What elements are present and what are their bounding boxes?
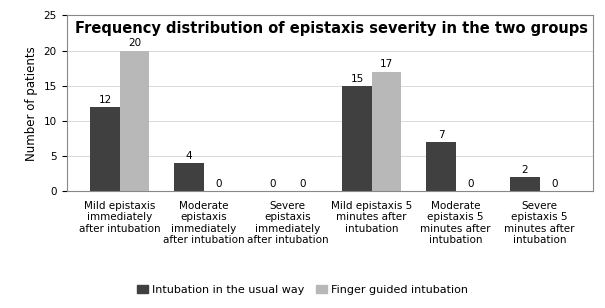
Text: 4: 4 <box>186 151 192 161</box>
Bar <box>510 177 540 191</box>
Bar <box>174 163 204 191</box>
Text: 0: 0 <box>467 179 474 189</box>
Bar <box>91 107 120 191</box>
Text: 17: 17 <box>380 59 393 70</box>
Bar <box>342 86 371 191</box>
Text: 0: 0 <box>299 179 306 189</box>
Y-axis label: Number of patients: Number of patients <box>25 46 38 160</box>
Bar <box>371 71 401 191</box>
Text: Frequency distribution of epistaxis severity in the two groups: Frequency distribution of epistaxis seve… <box>74 21 587 36</box>
Text: 7: 7 <box>437 130 444 140</box>
Text: 20: 20 <box>128 38 141 48</box>
Text: 2: 2 <box>522 165 528 175</box>
Text: 0: 0 <box>551 179 558 189</box>
Text: 0: 0 <box>215 179 222 189</box>
Bar <box>120 51 149 191</box>
Legend: Intubation in the usual way, Finger guided intubation: Intubation in the usual way, Finger guid… <box>132 281 473 299</box>
Text: 15: 15 <box>350 74 364 83</box>
Bar <box>427 142 456 191</box>
Text: 0: 0 <box>270 179 276 189</box>
Text: 12: 12 <box>99 95 112 105</box>
